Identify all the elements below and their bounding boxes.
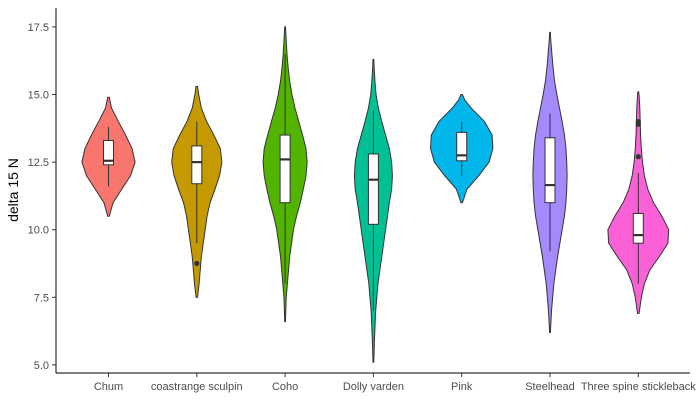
y-tick-label-2: 10.0 bbox=[28, 225, 49, 237]
box-pink bbox=[456, 131, 468, 162]
box-coho bbox=[279, 134, 291, 204]
outlier-coastrange-sculpin-0 bbox=[194, 260, 200, 267]
box-steelhead bbox=[544, 137, 556, 204]
boxplots-layer bbox=[103, 53, 644, 311]
y-axis: 5.0 7.5 10.0 12.5 15.0 17.5 bbox=[28, 8, 57, 373]
y-tick-label-5: 17.5 bbox=[28, 22, 49, 34]
box-dolly-varden bbox=[367, 153, 379, 225]
x-axis: Chum coastrange sculpin Coho Dolly varden Pi… bbox=[56, 372, 696, 393]
box-coastrange-sculpin bbox=[191, 145, 203, 185]
x-tick-label-three-spine-stickleback: Three spine stickleback bbox=[581, 381, 696, 393]
outlier-three-spine-stickleback-2 bbox=[635, 118, 641, 125]
box-three-spine-stickleback bbox=[632, 212, 644, 244]
y-tick-label-3: 12.5 bbox=[28, 157, 49, 169]
y-tick-label-4: 15.0 bbox=[28, 90, 49, 102]
x-tick-label-pink: Pink bbox=[451, 381, 473, 393]
y-tick-label-0: 5.0 bbox=[34, 360, 49, 372]
box-chum bbox=[103, 139, 114, 166]
y-axis-title: delta 15 N bbox=[5, 158, 21, 222]
x-tick-label-coastrange-sculpin: coastrange sculpin bbox=[151, 381, 243, 393]
x-tick-label-chum: Chum bbox=[94, 381, 123, 393]
outlier-three-spine-stickleback-0 bbox=[635, 154, 641, 160]
y-tick-label-1: 7.5 bbox=[34, 292, 49, 304]
x-tick-label-steelhead: Steelhead bbox=[525, 381, 575, 393]
x-tick-label-dolly-varden: Dolly varden bbox=[343, 381, 404, 393]
x-tick-label-coho: Coho bbox=[272, 381, 298, 393]
